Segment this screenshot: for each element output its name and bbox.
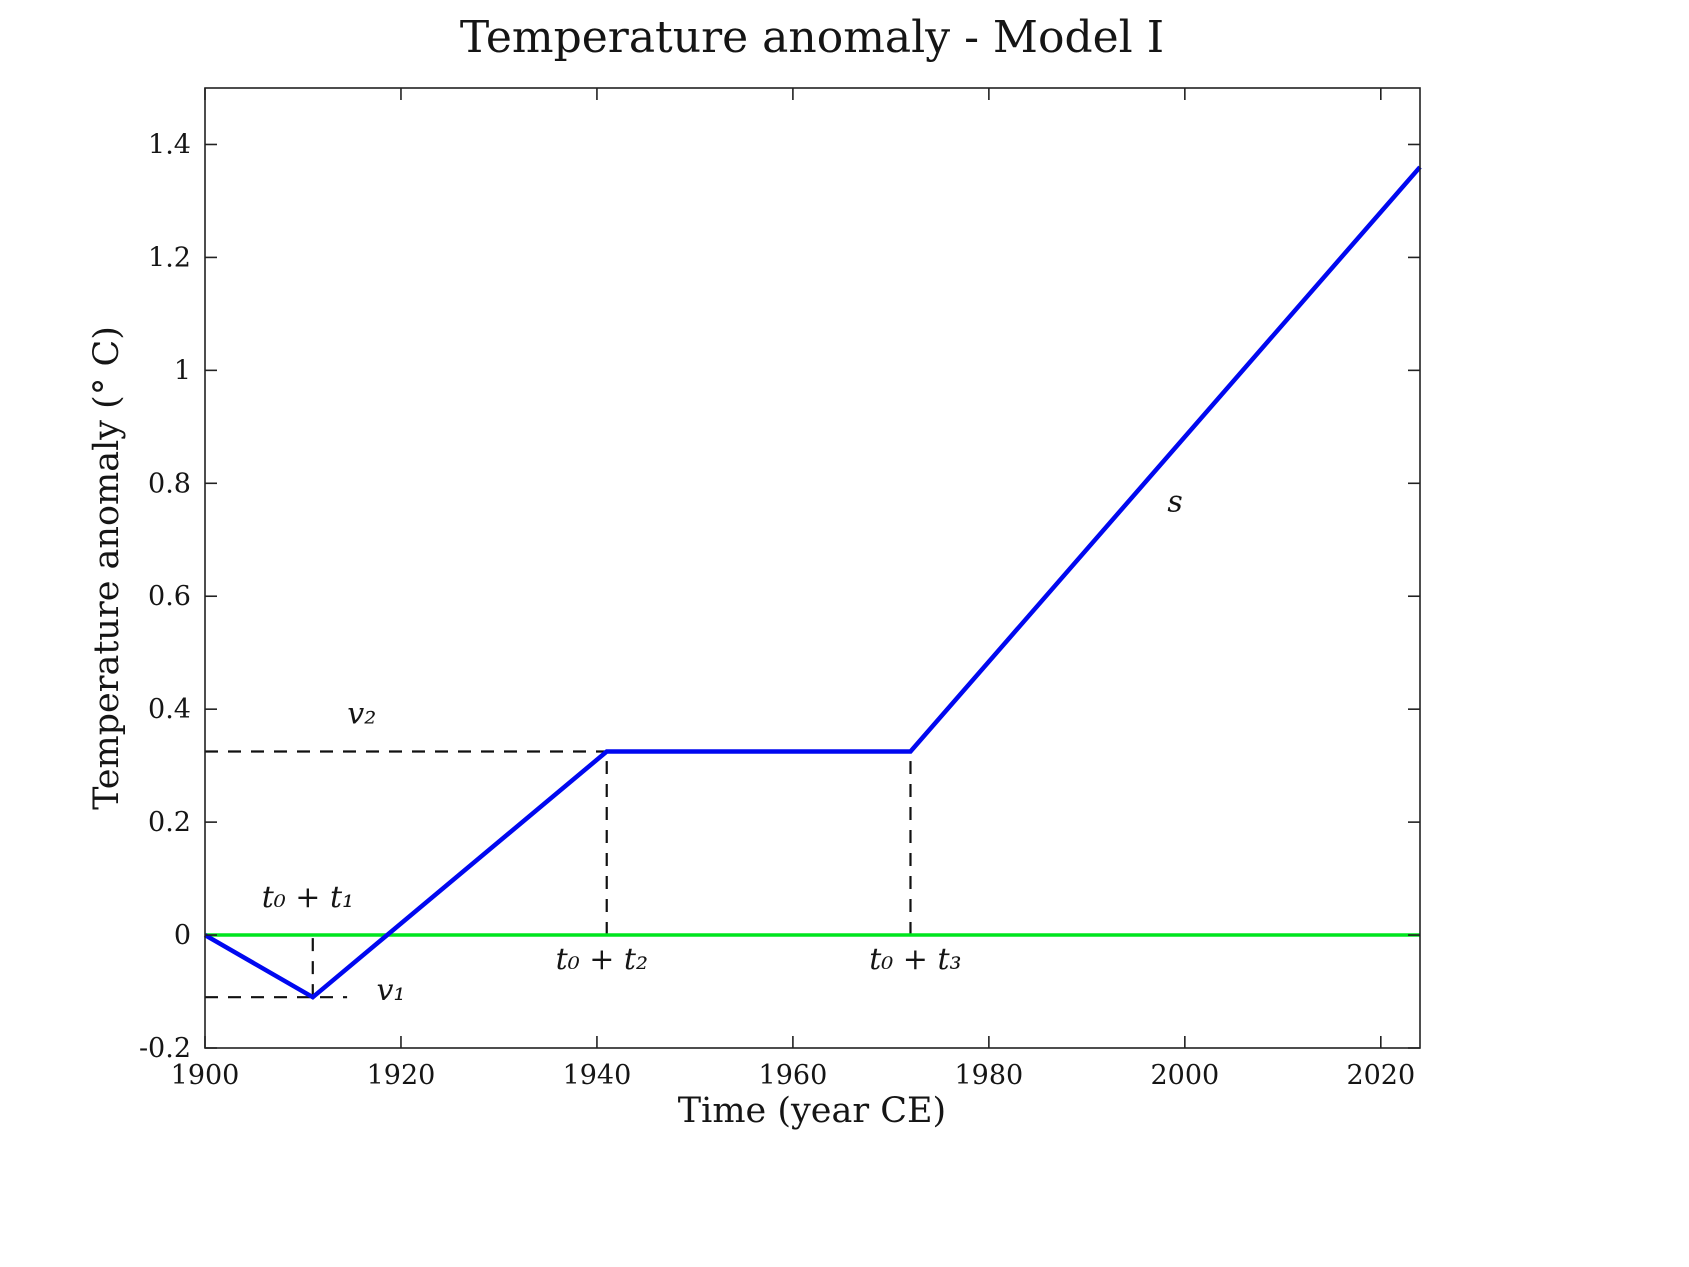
y-tick-label: 0.8 (148, 468, 191, 499)
label-t0-plus-t2: t₀ + t₂ (556, 942, 648, 977)
y-tick-label: 1.4 (148, 129, 191, 160)
y-tick-label: 0 (174, 920, 191, 951)
label-v1: v₁ (376, 973, 405, 1008)
x-tick-label: 1940 (563, 1060, 632, 1091)
x-tick-label: 2000 (1150, 1060, 1219, 1091)
label-v2: v₂ (347, 696, 376, 731)
x-axis-label: Time (year CE) (678, 1091, 946, 1131)
y-tick-label: 1.2 (148, 242, 191, 273)
label-s: s (1167, 485, 1182, 520)
y-tick-label: 0.6 (148, 581, 191, 612)
x-tick-label: 2020 (1346, 1060, 1415, 1091)
y-tick-label: -0.2 (139, 1033, 191, 1064)
x-tick-label: 1960 (759, 1060, 828, 1091)
temperature-model-line (203, 165, 1422, 1000)
plot-content: t₀ + t₁ v₁ v₂ t₀ + t₂ t₀ + t₃ s 1900 1920 1940 19… (139, 87, 1422, 1091)
chart-title: Temperature anomaly - Model I (460, 12, 1164, 63)
x-tick-label: 1900 (171, 1060, 240, 1091)
x-tick-label: 1920 (367, 1060, 436, 1091)
axes-box (204, 87, 1421, 1049)
label-t0-plus-t1: t₀ + t₁ (262, 880, 354, 915)
y-axis-label: Temperature anomaly (° C) (87, 326, 127, 810)
y-tick-label: 0.2 (148, 807, 191, 838)
y-tick-label: 0.4 (148, 694, 191, 725)
x-tick-label: 1980 (955, 1060, 1024, 1091)
label-t0-plus-t3: t₀ + t₃ (869, 942, 961, 977)
y-tick-label: 1 (174, 355, 191, 386)
